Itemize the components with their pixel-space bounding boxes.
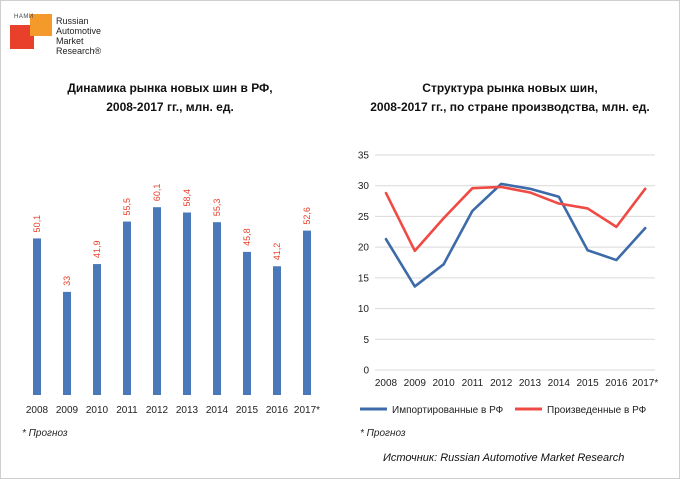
brand-logo: НАМИ Russian Automotive Market Research® — [8, 8, 128, 68]
x-tick-label: 2010 — [86, 405, 109, 416]
x-tick-label: 2011 — [462, 378, 484, 389]
series-line — [384, 182, 647, 288]
x-tick-label: 2014 — [206, 405, 229, 416]
left-chart-title: Динамика рынка новых шин в РФ, 2008-2017… — [10, 79, 330, 117]
x-tick-label: 2009 — [56, 405, 79, 416]
bar — [153, 207, 161, 395]
x-tick-label: 2008 — [26, 405, 49, 416]
bar — [183, 212, 191, 395]
logo-name-line: Automotive — [56, 26, 102, 36]
x-tick-label: 2013 — [176, 405, 199, 416]
x-tick-label: 2011 — [116, 405, 138, 416]
bar-data-label: 41,9 — [92, 241, 102, 259]
x-tick-label: 2017* — [294, 405, 320, 416]
x-tick-label: 2013 — [519, 378, 542, 389]
x-tick-label: 2016 — [266, 405, 289, 416]
bar-data-label: 45,8 — [242, 228, 252, 246]
y-tick-label: 15 — [358, 273, 370, 284]
x-tick-label: 2014 — [548, 378, 571, 389]
bar — [63, 291, 71, 395]
source-note: Источник: Russian Automotive Market Rese… — [383, 452, 625, 464]
x-tick-label: 2012 — [146, 405, 169, 416]
x-tick-label: 2009 — [404, 378, 427, 389]
series-line — [384, 185, 647, 253]
bar-data-label: 55,3 — [212, 199, 222, 217]
x-tick-label: 2017* — [632, 378, 658, 389]
x-tick-label: 2010 — [432, 378, 455, 389]
y-tick-label: 20 — [358, 243, 370, 254]
x-tick-label: 2015 — [236, 405, 259, 416]
bar-data-label: 58,4 — [182, 189, 192, 207]
left-title-line: Динамика рынка новых шин в РФ, — [67, 81, 273, 95]
right-chart-title: Структура рынка новых шин, 2008-2017 гг.… — [345, 79, 675, 117]
bar — [303, 230, 311, 395]
right-forecast-note: * Прогноз — [360, 428, 406, 439]
legend-label: Импортированные в РФ — [392, 405, 504, 416]
x-tick-label: 2015 — [576, 378, 599, 389]
y-tick-label: 35 — [358, 151, 370, 162]
logo-name-line: Research® — [56, 46, 102, 56]
x-tick-label: 2012 — [490, 378, 513, 389]
legend-label: Произведенные в РФ — [547, 405, 647, 416]
logo-orange-square — [30, 14, 52, 36]
bar — [213, 222, 221, 395]
y-tick-label: 30 — [358, 181, 370, 192]
x-tick-label: 2016 — [605, 378, 628, 389]
bar — [123, 221, 131, 395]
logo-name: Russian Automotive Market Research® — [56, 16, 101, 56]
bar — [273, 266, 281, 395]
logo-name-line: Market — [56, 36, 84, 46]
right-title-line: Структура рынка новых шин, — [422, 81, 598, 95]
bar — [243, 251, 251, 395]
right-title-line: 2008-2017 гг., по стране производства, м… — [370, 100, 650, 114]
x-tick-label: 2008 — [375, 378, 398, 389]
bar-chart: 50,1 2008 33 2009 41,9 2010 55,5 2011 60,1 2012 58… — [26, 184, 320, 416]
y-tick-label: 0 — [363, 366, 369, 377]
y-tick-label: 5 — [363, 335, 369, 346]
bar-data-label: 41,2 — [272, 243, 282, 261]
left-forecast-note: * Прогноз — [22, 428, 68, 439]
logo-small-text: НАМИ — [14, 14, 34, 20]
left-title-line: 2008-2017 гг., млн. ед. — [106, 100, 234, 114]
y-tick-label: 10 — [358, 304, 370, 315]
bar-data-label: 60,1 — [152, 184, 162, 202]
bar-data-label: 33 — [62, 276, 72, 286]
logo-name-line: Russian — [56, 16, 89, 26]
bar-data-label: 50,1 — [32, 215, 42, 233]
bar-data-label: 55,5 — [122, 198, 132, 216]
line-chart: 0 5 10 15 20 25 30 35 2008 2009 2010 2011 2012 2013 20… — [358, 151, 659, 417]
bar — [93, 264, 101, 395]
bar — [33, 238, 41, 395]
y-tick-label: 25 — [358, 212, 370, 223]
bar-data-label: 52,6 — [302, 207, 312, 225]
